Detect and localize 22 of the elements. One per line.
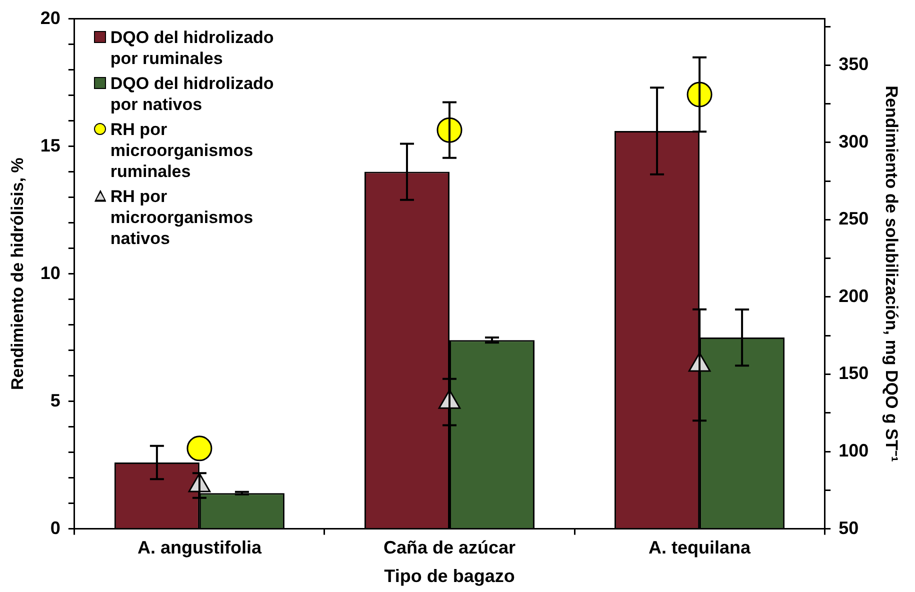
legend-label: RH por microorganismos nativos: [110, 186, 254, 249]
legend-label: RH por microorganismos ruminales: [110, 118, 254, 182]
y2-tick-label: 300: [838, 131, 869, 152]
x-axis-title: Tipo de bagazo: [384, 566, 515, 586]
y2-tick-label: 150: [838, 363, 869, 384]
x-tick-label: Caña de azúcar: [383, 538, 516, 558]
y-tick-label: 0: [50, 518, 60, 538]
y2-tick-label: 200: [838, 286, 869, 306]
y2-axis-title: Rendimiento de solubilización, mg DQO g ST⁻¹: [882, 86, 902, 462]
y-tick-label: 5: [50, 390, 60, 410]
legend-label: DQO del hidrolizado por nativos: [110, 72, 275, 115]
x-tick-label: A. angustifolia: [137, 538, 262, 558]
legend-label: DQO del hidrolizado por ruminales: [110, 26, 275, 69]
x-tick-label: A. tequilana: [648, 538, 752, 558]
y2-tick-label: 100: [838, 440, 869, 460]
y2-tick-label: 250: [838, 208, 869, 229]
y-tick-label: 20: [40, 8, 60, 28]
y-axis-title: Rendimiento de hidrólisis, %: [8, 158, 27, 390]
y-tick-label: 10: [40, 262, 60, 283]
y2-tick-label: 50: [838, 518, 859, 538]
y2-tick-label: 350: [838, 54, 869, 74]
y-tick-label: 15: [40, 135, 60, 156]
